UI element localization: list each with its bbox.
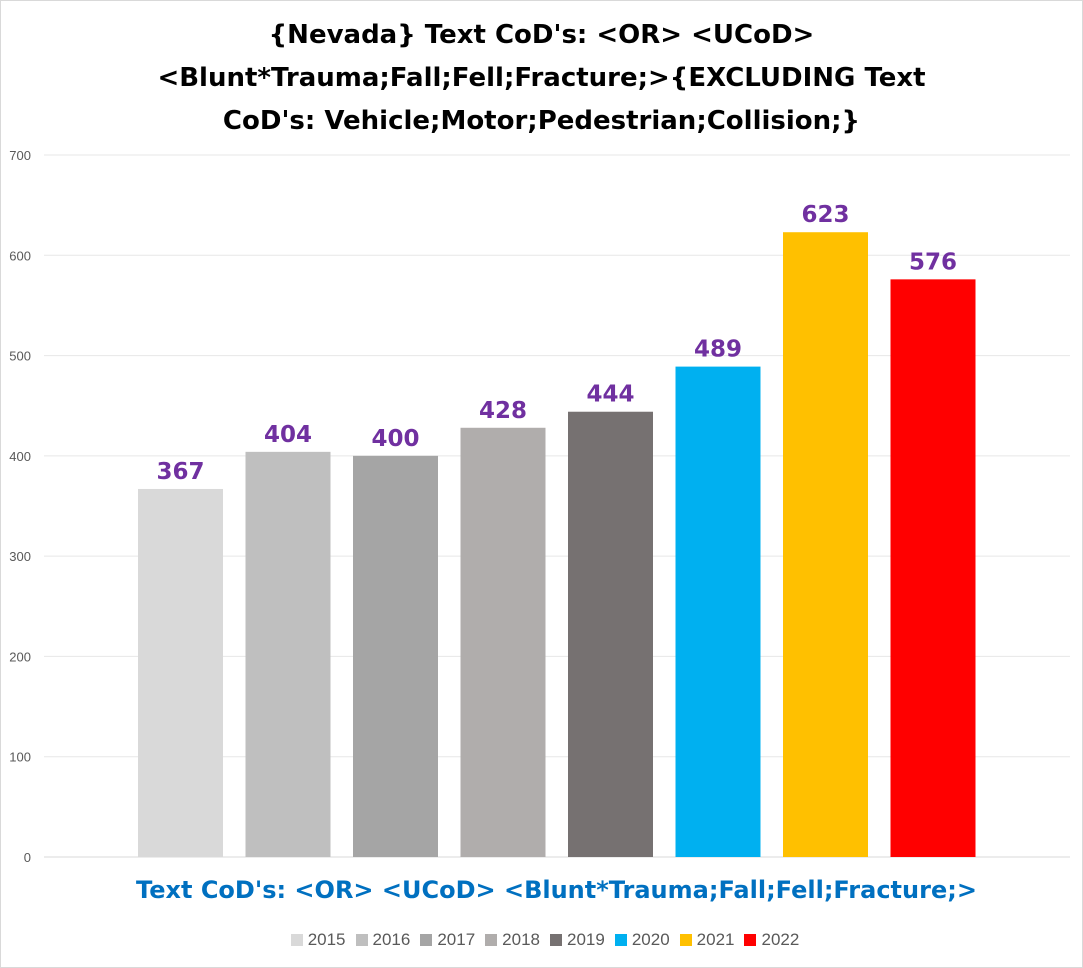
legend-label: 2022 <box>761 930 800 949</box>
bar-2021 <box>783 232 868 858</box>
chart-title-line-2: <Blunt*Trauma;Fall;Fell;Fracture;>{EXCLU… <box>157 63 926 93</box>
y-tick-label: 300 <box>9 549 31 564</box>
y-tick-label: 100 <box>9 750 31 765</box>
chart-title: {Nevada} Text CoD's: <OR> <UCoD> <Blunt*… <box>0 14 1083 143</box>
legend-swatch <box>290 934 303 946</box>
legend-swatch <box>355 934 368 946</box>
bar-2015 <box>138 488 223 857</box>
legend-label: 2019 <box>567 930 605 949</box>
legend-item-2018: 2018 <box>485 930 540 950</box>
legend-label: 2015 <box>307 930 346 949</box>
data-label-2017: 400 <box>371 426 419 452</box>
data-labels: 367 404 400 428 444 489 623 576 <box>156 202 957 485</box>
bars <box>138 232 976 858</box>
legend-label: 2016 <box>372 930 411 949</box>
data-label-2020: 489 <box>694 337 742 363</box>
chart-title-line-1: {Nevada} Text CoD's: <OR> <UCoD> <box>268 20 815 50</box>
legend-label: 2018 <box>502 930 540 949</box>
data-label-2019: 444 <box>586 382 634 408</box>
legend-item-2016: 2016 <box>355 930 411 950</box>
legend-item-2020: 2020 <box>614 930 670 950</box>
bar-2018 <box>460 427 546 857</box>
bar-2022 <box>890 279 976 858</box>
x-axis-title: Text CoD's: <OR> <UCoD> <Blunt*Trauma;Fa… <box>136 876 977 904</box>
y-tick-label: 400 <box>9 449 31 464</box>
legend-item-2017: 2017 <box>420 930 475 950</box>
y-tick-label: 0 <box>24 850 31 865</box>
legend-swatch <box>679 934 692 946</box>
legend-swatch <box>420 934 433 946</box>
legend-label: 2017 <box>437 930 476 949</box>
legend-item-2019: 2019 <box>550 930 605 950</box>
legend-item-2021: 2021 <box>679 930 735 950</box>
legend-swatch <box>744 934 757 946</box>
bar-2019 <box>568 411 653 857</box>
y-tick-label: 200 <box>9 649 31 664</box>
bar-2017 <box>353 455 438 857</box>
legend-swatch <box>550 934 562 946</box>
y-tick-label: 700 <box>9 148 31 163</box>
data-label-2016: 404 <box>264 422 312 448</box>
chart-title-line-3: CoD's: Vehicle;Motor;Pedestrian;Collisio… <box>222 106 861 136</box>
legend-item-2022: 2022 <box>744 930 799 950</box>
y-axis-tick-labels: 0 100 200 300 400 500 600 700 <box>9 148 31 865</box>
bar-2020 <box>675 366 761 857</box>
y-tick-label: 600 <box>9 248 31 263</box>
data-label-2015: 367 <box>156 459 204 485</box>
legend-item-2015: 2015 <box>290 930 346 950</box>
legend-label: 2021 <box>696 930 735 949</box>
legend-swatch <box>485 934 498 946</box>
data-label-2021: 623 <box>801 202 849 228</box>
bar-2016 <box>245 451 331 857</box>
legend-swatch <box>614 934 627 946</box>
legend-label: 2020 <box>631 930 670 949</box>
data-label-2022: 576 <box>909 249 957 275</box>
y-tick-label: 500 <box>9 349 31 364</box>
data-label-2018: 428 <box>479 398 527 424</box>
legend: 2015 2016 2017 2018 2019 2020 2021 2022 <box>0 930 1083 950</box>
